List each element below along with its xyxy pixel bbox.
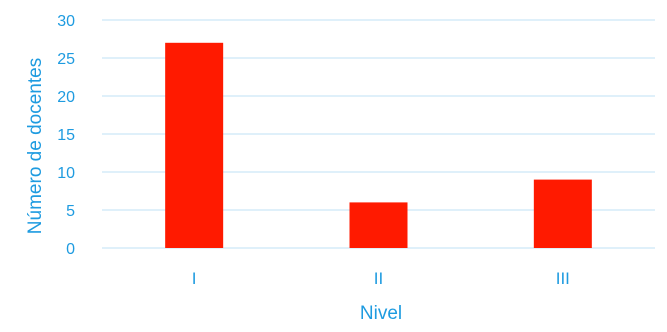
x-tick-label-III: III — [556, 269, 570, 288]
y-tick-labels: 0 5 10 15 20 25 30 — [57, 13, 75, 258]
x-tick-label-II: II — [374, 269, 383, 288]
y-tick-label-20: 20 — [57, 89, 75, 106]
y-tick-label-15: 15 — [57, 127, 75, 144]
y-tick-label-0: 0 — [66, 241, 75, 258]
bars — [165, 42, 592, 248]
y-tick-label-5: 5 — [66, 203, 75, 220]
x-tick-label-I: I — [192, 269, 197, 288]
y-tick-label-25: 25 — [57, 51, 75, 68]
bar-I — [165, 42, 224, 248]
bar-III — [533, 179, 592, 248]
y-axis-title: Número de docentes — [25, 58, 46, 234]
x-tick-labels: I II III — [192, 269, 570, 288]
y-tick-label-30: 30 — [57, 13, 75, 30]
bar-II — [349, 202, 408, 248]
y-tick-label-10: 10 — [57, 165, 75, 182]
x-axis-title: Nivel — [360, 303, 402, 324]
